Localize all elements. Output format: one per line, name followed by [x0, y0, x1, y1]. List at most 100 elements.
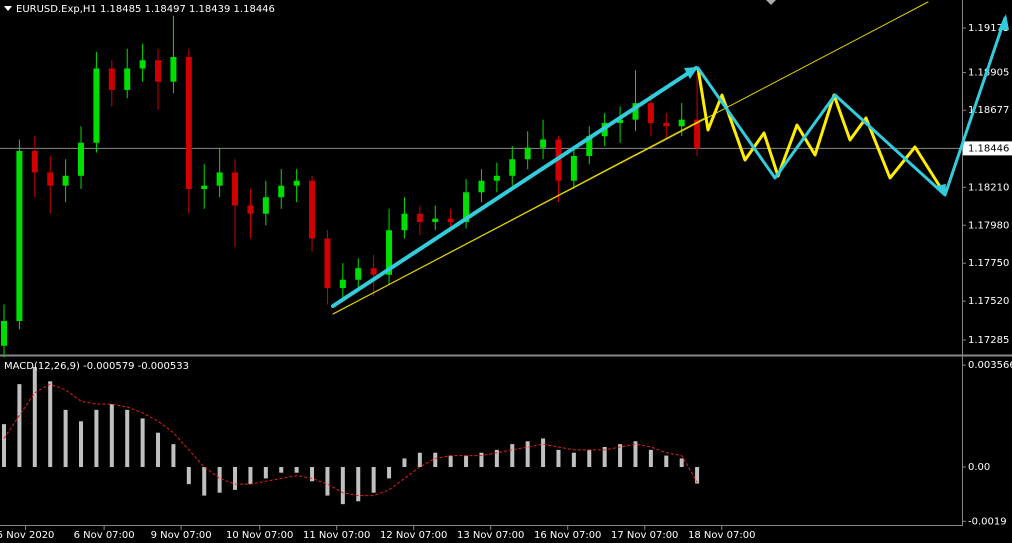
candle-body [432, 218, 439, 222]
current-price-box [963, 141, 1012, 156]
candle-body [262, 197, 269, 214]
macd-bar [464, 455, 469, 467]
x-tick-label: 10 Nov 07:00 [226, 530, 293, 541]
macd-bar [32, 367, 37, 467]
macd-bar [571, 452, 576, 467]
candle-body [232, 172, 239, 206]
candle-body [540, 139, 547, 148]
macd-bar [79, 421, 84, 467]
shift-marker [766, 0, 776, 5]
x-tick-label: 17 Nov 07:00 [611, 530, 678, 541]
x-tick-label: 5 Nov 2020 [0, 530, 54, 541]
x-tick-label: 6 Nov 07:00 [74, 530, 135, 541]
x-tick-label: 9 Nov 07:00 [151, 530, 212, 541]
candle-body [247, 205, 254, 214]
candle-body [401, 213, 408, 231]
candle-body [678, 119, 685, 127]
x-tick-label: 12 Nov 07:00 [380, 530, 447, 541]
macd-bar [633, 441, 638, 467]
candle-body [478, 180, 485, 193]
macd-bar [233, 467, 238, 490]
macd-bar [186, 467, 191, 485]
macd-bar [387, 467, 392, 479]
y-tick-label: 1.17520 [968, 296, 1009, 307]
macd-bar [279, 467, 284, 473]
macd-bar [587, 449, 592, 467]
candle-body [309, 180, 316, 239]
y-tick-label: 1.18677 [968, 105, 1009, 116]
candle-body [570, 155, 577, 181]
macd-bar [525, 441, 530, 467]
macd-bar [541, 438, 546, 467]
arrow-head [684, 67, 698, 79]
macd-bar [17, 384, 22, 467]
macd-bar [371, 467, 376, 493]
layers: 1.17285 1.17520 1.17750 1.17980 1.18210 1.186… [0, 15, 1012, 541]
candle-body [339, 279, 346, 288]
macd-bar [63, 409, 68, 467]
candle-body [370, 268, 377, 275]
candle-body [524, 147, 531, 160]
macd-bar [448, 455, 453, 467]
candle-body [509, 159, 516, 176]
macd-bar [140, 418, 145, 467]
candle-body [47, 172, 54, 186]
macd-bar [171, 444, 176, 467]
forecast-zigzag [696, 16, 1007, 197]
candle-body [386, 230, 393, 275]
macd-bar [618, 444, 623, 467]
candle-body [1, 321, 8, 346]
candle-body [170, 56, 177, 82]
macd-bar [402, 458, 407, 467]
macd-bar [263, 467, 268, 479]
macd-bar [325, 467, 330, 496]
macd-bar [48, 381, 53, 467]
candle-body [216, 172, 223, 186]
candle-body [647, 103, 654, 123]
drawings [331, 1, 1009, 315]
macd-bar [479, 452, 484, 467]
candle-body [617, 119, 624, 123]
macd-bar [417, 452, 422, 467]
macd-bar [494, 449, 499, 467]
candle-body [293, 180, 300, 186]
candle-body [62, 175, 69, 186]
candle-body [78, 142, 85, 176]
x-tick-label: 18 Nov 07:00 [688, 530, 755, 541]
current-price-label: 1.18446 [968, 143, 1009, 154]
y-tick-label: 1.17750 [968, 258, 1009, 269]
macd-bar [695, 467, 700, 484]
candle-body [493, 175, 500, 181]
macd-bar [248, 467, 253, 485]
channel-line [332, 117, 706, 315]
candle-body [201, 185, 208, 189]
candle-body [31, 151, 38, 173]
macd-bar [340, 467, 345, 505]
chart-title: EURUSD.Exp,H1 1.18485 1.18497 1.18439 1.… [16, 4, 275, 15]
y-tick-label: 0.003566 [968, 360, 1012, 371]
arrow-head [935, 184, 946, 196]
macd-bar [2, 424, 7, 467]
candle-body [139, 60, 146, 69]
macd-bar [556, 449, 561, 467]
candle-body [155, 60, 162, 82]
macd-bar [356, 467, 361, 502]
y-tick-label: 1.18905 [968, 68, 1009, 79]
y-tick-label: 0.00 [968, 462, 990, 473]
macd-bar [510, 444, 515, 467]
macd-bar [217, 467, 222, 493]
macd-bar [310, 467, 315, 482]
macd-bar [125, 409, 130, 467]
y-tick-label: 1.19175 [968, 23, 1009, 34]
candle-body [185, 56, 192, 189]
signal-line [3, 383, 698, 497]
y-tick-label: 1.18210 [968, 182, 1009, 193]
macd-bar [94, 409, 99, 467]
menu-triangle[interactable] [4, 6, 12, 11]
trend-arrow [331, 66, 698, 308]
y-tick-label: 1.17980 [968, 220, 1009, 231]
candle-body [16, 151, 23, 322]
candle-body [463, 192, 470, 222]
